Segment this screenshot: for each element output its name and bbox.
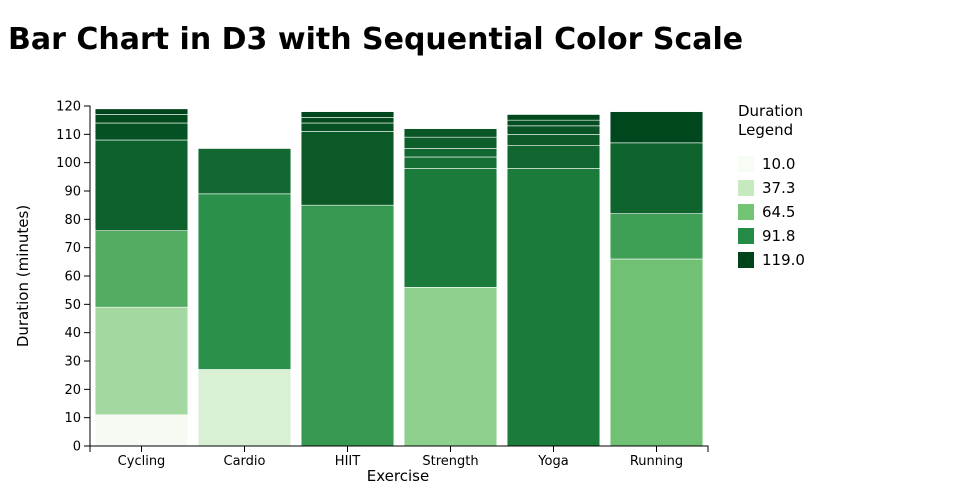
legend-swatch-4 [738,228,754,244]
bar-segment-strength-4 [403,148,498,158]
legend-label-2: 37.3 [762,179,795,197]
bar-segment-hiit-5 [300,111,395,118]
bar-segment-running-2 [609,213,704,260]
bar-segment-strength-5 [403,136,498,149]
bar-segment-strength-1 [403,287,498,447]
bar-segment-running-3 [609,142,704,214]
legend-swatch-3 [738,204,754,220]
bar-segment-cycling-7 [94,108,189,115]
y-tick-label-100: 100 [56,156,81,171]
x-tick-label-cycling: Cycling [118,454,166,469]
x-axis: Cycling Cardio HIIT Strength Yoga Running [89,445,709,469]
bar-segment-strength-2 [403,168,498,288]
legend-swatch-5 [738,252,754,268]
y-tick-label-50: 50 [64,298,81,313]
y-tick-label-90: 90 [64,185,81,200]
chart-title: Bar Chart in D3 with Sequential Color Sc… [8,22,744,57]
bar-segment-yoga-4 [506,125,601,135]
bar-segment-cycling-4 [94,139,189,231]
y-tick-label-40: 40 [64,326,81,341]
bar-segment-hiit-3 [300,122,395,132]
x-tick-label-strength: Strength [422,454,478,469]
bar-segment-hiit-2 [300,131,395,206]
legend-label-5: 119.0 [762,251,805,269]
legend: Duration Legend 10.0 37.3 64.5 91.8 119.0 [738,102,805,269]
bar-segment-cycling-5 [94,122,189,141]
x-axis-label: Exercise [367,467,429,485]
bar-segment-running-4 [609,111,704,144]
y-axis: 0 10 20 30 40 50 60 70 80 90 100 110 120 [56,100,91,455]
y-tick-label-30: 30 [64,355,81,370]
x-tick-label-cardio: Cardio [224,454,266,469]
legend-title-line-1: Duration [738,102,803,120]
bar-segment-strength-6 [403,128,498,138]
x-axis-line [89,445,709,452]
y-tick-label-110: 110 [56,128,81,143]
y-tick-label-120: 120 [56,100,81,115]
y-axis-label: Duration (minutes) [14,205,32,347]
bar-segment-yoga-2 [506,145,601,169]
bar-segment-cardio-3 [197,148,292,195]
y-tick-label-80: 80 [64,213,81,228]
legend-title-line-2: Legend [738,121,793,139]
bar-segment-hiit-4 [300,117,395,124]
y-tick-label-20: 20 [64,383,81,398]
bar-segment-cycling-3 [94,230,189,308]
bars-group [94,108,704,447]
legend-swatch-1 [738,156,754,172]
x-tick-label-hiit: HIIT [335,454,360,469]
bar-segment-hiit-1 [300,204,395,447]
bar-segment-yoga-5 [506,119,601,127]
bar-segment-running-1 [609,258,704,447]
legend-swatch-2 [738,180,754,196]
y-tick-label-0: 0 [73,440,81,455]
x-tick-label-running: Running [630,454,683,469]
x-tick-label-yoga: Yoga [537,454,568,469]
y-tick-label-70: 70 [64,241,81,256]
bar-segment-yoga-6 [506,114,601,121]
legend-label-3: 64.5 [762,203,795,221]
legend-label-1: 10.0 [762,155,795,173]
legend-label-4: 91.8 [762,227,795,245]
bar-segment-cycling-2 [94,306,189,416]
bar-segment-strength-3 [403,156,498,169]
bar-segment-yoga-1 [506,168,601,447]
y-tick-label-10: 10 [64,411,81,426]
y-tick-label-60: 60 [64,270,81,285]
bar-segment-cardio-2 [197,193,292,370]
bar-segment-yoga-3 [506,134,601,146]
bar-segment-cycling-1 [94,414,189,447]
bar-segment-cardio-1 [197,369,292,447]
bar-segment-cycling-6 [94,114,189,124]
